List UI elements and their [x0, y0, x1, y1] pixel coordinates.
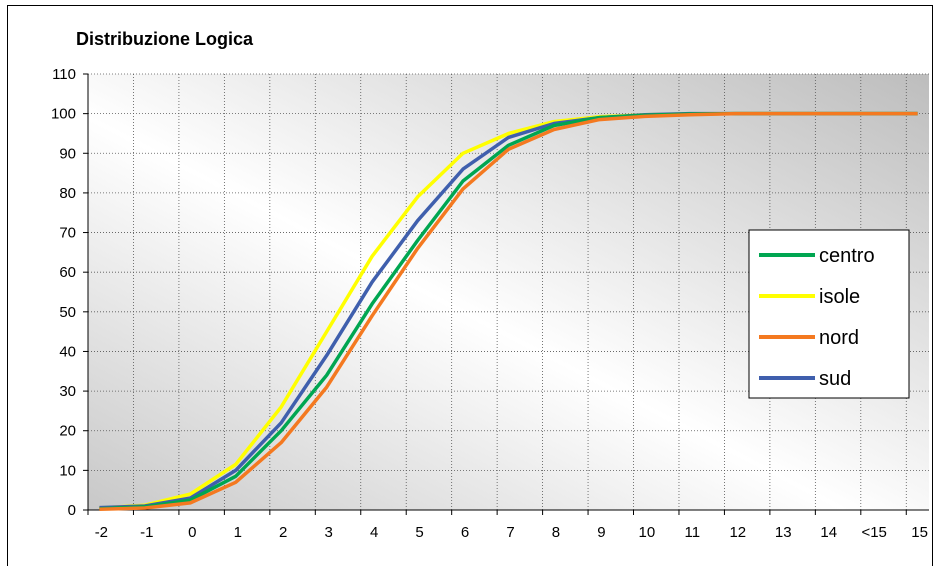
x-tick-label: 11: [685, 524, 701, 541]
legend-box: [748, 229, 910, 399]
legend: centro isole nord sud: [748, 229, 910, 399]
x-tick-label: 8: [552, 524, 560, 541]
chart-frame: Distribuzione Logica 0 10 20 30 40 50 60 70 80 90…: [7, 5, 933, 566]
y-tick-label: 70: [59, 225, 76, 242]
legend-label-centro: centro: [819, 245, 875, 267]
y-tick-label: 0: [68, 502, 76, 519]
chart-title: Distribuzione Logica: [76, 29, 254, 49]
x-tick-label: 3: [324, 524, 332, 541]
x-tick-label: 5: [415, 524, 423, 541]
y-tick-label: 50: [59, 304, 76, 321]
x-tick-label: 13: [775, 524, 792, 541]
legend-label-isole: isole: [819, 286, 860, 308]
series-layer: [99, 111, 918, 511]
x-tick-label: 9: [597, 524, 605, 541]
series-line-nord: [99, 111, 918, 511]
y-tick-label: 90: [59, 145, 76, 162]
y-tick-label: 40: [59, 343, 76, 360]
x-tick-label: 15: [911, 524, 928, 541]
y-tick-label: 30: [59, 383, 76, 400]
x-tick-label: 4: [370, 524, 378, 541]
x-tick-label: 6: [461, 524, 469, 541]
legend-label-sud: sud: [819, 368, 851, 390]
x-tick-label: -1: [140, 524, 153, 541]
x-tick-label: 7: [506, 524, 514, 541]
y-tick-label: 10: [59, 462, 76, 479]
legend-label-nord: nord: [819, 327, 859, 349]
y-tick-label: 110: [52, 66, 76, 83]
x-tick-label: 1: [234, 524, 242, 541]
y-tick-label: 20: [59, 423, 76, 440]
chart-svg: Distribuzione Logica 0102030405060708090…: [51, 29, 929, 541]
y-tick-label: 100: [51, 106, 76, 123]
x-tick-label: 10: [639, 524, 656, 541]
x-tick-label: -2: [95, 524, 108, 541]
x-tick-label: 2: [279, 524, 287, 541]
x-tick-label: 0: [188, 524, 196, 541]
x-tick-label: <15: [861, 524, 886, 541]
y-tick-label: 80: [59, 185, 76, 202]
x-tick-label: 14: [820, 524, 837, 541]
grid-layer: [88, 73, 929, 510]
y-tick-label: 60: [59, 264, 76, 281]
x-tick-label: 12: [729, 524, 746, 541]
